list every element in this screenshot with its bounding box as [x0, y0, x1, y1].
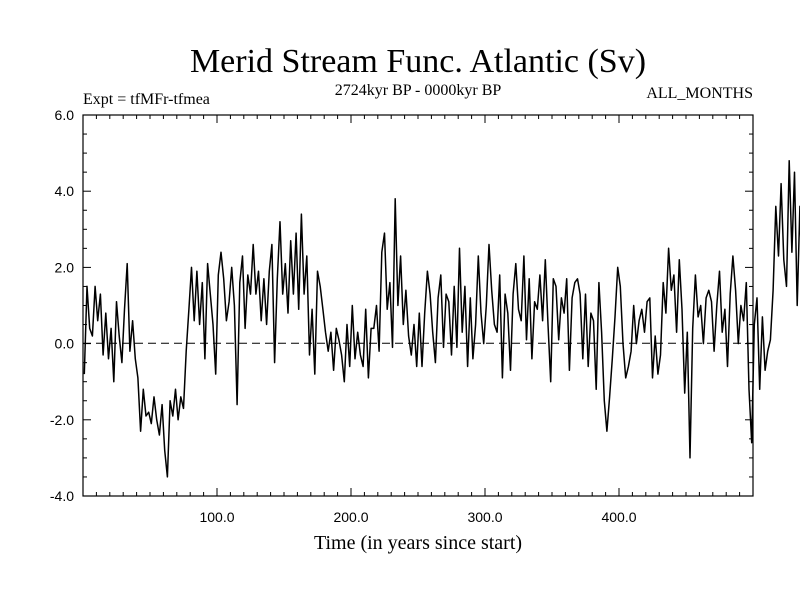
x-tick-label: 300.0: [467, 509, 502, 525]
plot-frame: [82, 114, 754, 497]
time-range-label: 2724kyr BP - 0000kyr BP: [335, 82, 502, 99]
x-axis-label: Time (in years since start): [314, 532, 522, 554]
chart-title: Merid Stream Func. Atlantic (Sv): [190, 43, 646, 80]
x-tick-label: 100.0: [199, 509, 234, 525]
y-tick-label: 6.0: [55, 107, 75, 123]
axis-ticks: [83, 114, 753, 497]
y-tick-label: 4.0: [55, 183, 75, 199]
y-tick-label: -2.0: [50, 412, 74, 428]
series-line: [83, 159, 800, 478]
y-tick-label: 0.0: [55, 336, 75, 352]
axis-tick-labels: 100.0 200.0 300.0 400.0 -4.0 -2.0 0.0 2.0 4.0 6.0: [50, 107, 637, 525]
y-tick-label: 2.0: [55, 259, 75, 275]
y-tick-label: -4.0: [50, 488, 74, 504]
months-label: ALL_MONTHS: [646, 85, 753, 102]
x-tick-label: 200.0: [333, 509, 368, 525]
x-tick-label: 400.0: [601, 509, 636, 525]
experiment-label: Expt = tfMFr-tfmea: [83, 91, 210, 108]
